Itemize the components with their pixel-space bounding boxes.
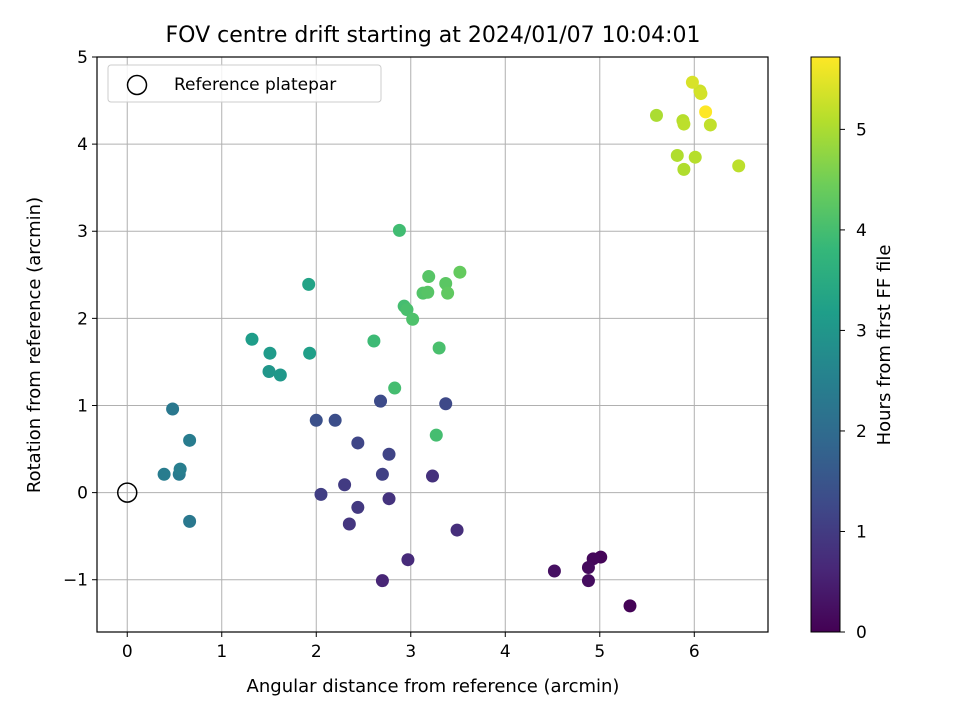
y-tick-label: 1 xyxy=(77,396,88,416)
data-point xyxy=(685,75,699,89)
data-point xyxy=(400,303,414,317)
x-axis-label: Angular distance from reference (arcmin) xyxy=(247,676,620,697)
data-point xyxy=(351,500,365,514)
data-point xyxy=(263,346,277,360)
data-point xyxy=(732,159,746,173)
colorbar-tick-label: 3 xyxy=(856,321,867,341)
data-point xyxy=(157,467,171,481)
data-point xyxy=(166,402,180,416)
legend-label: Reference platepar xyxy=(174,75,336,95)
data-point xyxy=(547,564,561,578)
x-axis-ticks: 0 1 2 3 4 5 6 xyxy=(122,632,700,662)
y-tick-label: 0 xyxy=(77,484,88,504)
data-point xyxy=(338,478,352,492)
colorbar: 0 1 2 3 4 5 Hours from first FF file xyxy=(810,56,895,643)
data-point xyxy=(703,118,717,132)
y-axis-ticks: −1 0 1 2 3 4 5 xyxy=(63,48,97,591)
x-tick-label: 6 xyxy=(689,642,700,662)
data-point xyxy=(382,447,396,461)
data-point xyxy=(677,162,691,176)
x-tick-label: 5 xyxy=(594,642,605,662)
data-point xyxy=(450,523,464,537)
x-tick-label: 0 xyxy=(122,642,133,662)
data-point xyxy=(302,277,316,291)
data-point xyxy=(694,87,708,101)
data-point xyxy=(273,368,287,382)
colorbar-ticks: 0 1 2 3 4 5 xyxy=(840,120,867,643)
colorbar-tick-label: 5 xyxy=(856,120,867,140)
y-tick-label: 4 xyxy=(77,135,88,155)
legend: Reference platepar xyxy=(107,64,382,103)
reference-platepar-marker xyxy=(116,482,138,503)
data-point xyxy=(699,105,713,119)
x-tick-label: 3 xyxy=(405,642,416,662)
data-point xyxy=(429,428,443,442)
data-point xyxy=(677,117,691,131)
colorbar-label: Hours from first FF file xyxy=(874,245,895,446)
data-point xyxy=(441,286,455,300)
data-point xyxy=(581,574,595,588)
y-tick-label: 3 xyxy=(77,222,88,242)
data-point xyxy=(453,265,467,279)
data-point xyxy=(439,397,453,411)
data-point xyxy=(245,332,259,346)
data-point xyxy=(392,223,406,237)
colorbar-tick-label: 0 xyxy=(856,623,867,643)
data-point xyxy=(173,462,187,476)
data-point xyxy=(388,381,402,395)
data-point xyxy=(342,517,356,531)
data-point xyxy=(351,436,365,450)
data-point xyxy=(375,574,389,588)
data-point xyxy=(328,413,342,427)
x-tick-label: 1 xyxy=(216,642,227,662)
data-point xyxy=(303,346,317,360)
y-axis-label: Rotation from reference (arcmin) xyxy=(24,197,45,493)
data-points xyxy=(116,75,746,613)
chart-title: FOV centre drift starting at 2024/01/07 … xyxy=(166,23,701,48)
data-point xyxy=(375,467,389,481)
legend-marker xyxy=(126,74,148,96)
data-point xyxy=(183,514,197,528)
data-point xyxy=(649,108,663,122)
data-point xyxy=(421,285,435,299)
data-point xyxy=(670,148,684,162)
y-tick-label: 2 xyxy=(77,309,88,329)
colorbar-gradient xyxy=(810,56,841,633)
y-tick-label: −1 xyxy=(63,571,88,591)
data-point xyxy=(581,561,595,575)
data-point xyxy=(262,365,276,379)
grid xyxy=(97,56,768,632)
colorbar-tick-label: 4 xyxy=(856,221,867,241)
data-point xyxy=(623,599,637,613)
data-point xyxy=(401,553,415,567)
data-point xyxy=(183,433,197,447)
data-point xyxy=(367,334,381,348)
data-point xyxy=(382,492,396,506)
legend-box xyxy=(107,64,382,103)
x-tick-label: 4 xyxy=(500,642,511,662)
y-tick-label: 5 xyxy=(77,48,88,68)
plot-frame xyxy=(96,56,769,633)
data-point xyxy=(314,487,328,501)
data-point xyxy=(688,150,702,164)
data-point xyxy=(309,413,323,427)
colorbar-tick-label: 1 xyxy=(856,522,867,542)
x-tick-label: 2 xyxy=(311,642,322,662)
colorbar-tick-label: 2 xyxy=(856,422,867,442)
data-point xyxy=(374,394,388,408)
data-point xyxy=(426,469,439,483)
data-point xyxy=(422,270,436,284)
data-point xyxy=(406,312,420,326)
data-point xyxy=(432,341,446,355)
